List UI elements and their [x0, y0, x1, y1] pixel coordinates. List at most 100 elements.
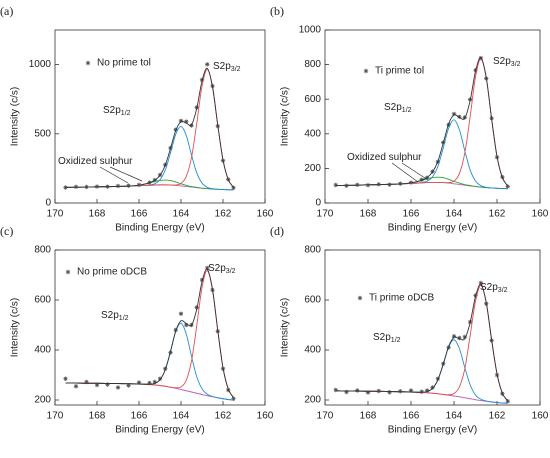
panel-label: (d) — [270, 224, 284, 238]
annotation-subscript: 1/2 — [391, 337, 401, 344]
data-point — [231, 396, 236, 401]
y-tick-label: 1000 — [29, 59, 52, 70]
annotation-text: S2p — [480, 282, 498, 293]
y-tick-label: 400 — [304, 128, 321, 139]
annotation-subscript: 1/2 — [121, 110, 131, 117]
x-tick-label: 170 — [47, 411, 64, 422]
x-axis-label: Binding Energy (eV) — [388, 425, 478, 436]
y-tick-label: 0 — [45, 198, 51, 209]
x-tick-label: 166 — [403, 209, 420, 220]
fit-curve — [65, 270, 234, 398]
annotation: Oxidized sulphur — [347, 152, 422, 163]
plot-frame — [324, 29, 541, 204]
x-tick-label: 168 — [89, 411, 106, 422]
y-axis-label: Intensity (c/s) — [280, 298, 291, 357]
y-tick-label: 800 — [34, 245, 51, 256]
data-point — [205, 265, 210, 271]
legend-marker — [357, 295, 363, 301]
annotation: S2p1/2 — [103, 105, 131, 117]
y-tick-label: 400 — [34, 345, 51, 356]
annotation: S2p3/2 — [480, 282, 508, 294]
y-tick-label: 800 — [304, 59, 321, 70]
x-tick-label: 160 — [532, 209, 549, 220]
data-point — [152, 379, 157, 385]
annotation-text: S2p — [384, 102, 402, 113]
x-axis-label: Binding Energy (eV) — [115, 425, 205, 436]
y-tick-label: 600 — [304, 295, 321, 306]
data-point — [147, 380, 152, 386]
y-tick-label: 600 — [304, 94, 321, 105]
annotation-text: S2p — [213, 61, 231, 72]
data-point — [333, 387, 338, 393]
annotation-text: S2p — [493, 56, 511, 67]
legend-label: Ti prime tol — [375, 66, 424, 77]
x-axis-label: Binding Energy (eV) — [115, 223, 205, 234]
data-point — [387, 390, 392, 395]
data-point — [424, 388, 430, 393]
data-point — [430, 385, 435, 390]
annotation: S2p1/2 — [384, 102, 412, 114]
x-tick-label: 168 — [360, 411, 377, 422]
data-point — [94, 382, 100, 388]
annotation-arrow — [99, 166, 129, 184]
y-tick-label: 200 — [304, 395, 321, 406]
x-tick-label: 160 — [532, 411, 549, 422]
y-tick-label: 800 — [304, 245, 321, 256]
fit-curve — [335, 283, 509, 402]
annotation-text: S2p — [373, 332, 391, 343]
x-tick-label: 170 — [317, 209, 334, 220]
annotation-text: S2p — [101, 310, 119, 321]
y-axis-label: Intensity (c/s) — [10, 87, 21, 146]
x-tick-label: 160 — [257, 411, 274, 422]
annotation: S2p1/2 — [373, 332, 401, 344]
data-point — [408, 388, 414, 393]
legend-label: No prime tol — [97, 58, 151, 69]
y-tick-label: 400 — [304, 345, 321, 356]
data-point — [451, 334, 457, 339]
annotation-arrow — [401, 162, 429, 181]
data-point — [231, 185, 236, 190]
data-point — [63, 185, 68, 190]
x-tick-label: 166 — [131, 411, 148, 422]
fit-curve — [65, 67, 234, 188]
x-tick-label: 162 — [215, 411, 232, 422]
data-point — [184, 322, 189, 328]
x-tick-label: 162 — [215, 209, 232, 220]
annotation-text: S2p — [208, 263, 226, 274]
annotation-subscript: 1/2 — [402, 107, 412, 114]
data-point — [115, 385, 121, 390]
panel-label: (c) — [0, 224, 13, 238]
x-tick-label: 164 — [446, 411, 463, 422]
data-point — [136, 380, 142, 385]
y-tick-label: 200 — [304, 163, 321, 174]
data-point — [505, 399, 510, 404]
plot-frame — [54, 249, 266, 406]
data-point — [457, 114, 462, 120]
data-point — [451, 111, 457, 117]
fit-curve — [65, 69, 234, 188]
y-tick-label: 500 — [34, 128, 51, 139]
annotation: S2p3/2 — [493, 56, 521, 68]
y-axis-label: Intensity (c/s) — [280, 87, 291, 146]
x-tick-label: 162 — [489, 209, 506, 220]
annotation-arrow — [391, 162, 419, 183]
x-tick-label: 162 — [489, 411, 506, 422]
x-tick-label: 164 — [173, 209, 190, 220]
fit-curve — [65, 382, 234, 401]
data-point — [505, 184, 510, 189]
data-point — [365, 390, 371, 395]
data-point — [419, 389, 424, 394]
annotation: S2p3/2 — [208, 263, 236, 275]
data-point — [63, 376, 68, 381]
annotation-text: Oxidized sulphur — [58, 156, 133, 167]
plot-frame — [324, 249, 541, 406]
data-point — [205, 62, 210, 67]
x-tick-label: 166 — [131, 209, 148, 220]
plot-frame — [54, 29, 266, 204]
data-point — [333, 182, 338, 188]
annotation: Oxidized sulphur — [58, 156, 133, 167]
annotation: S2p3/2 — [213, 61, 241, 73]
data-point — [462, 334, 467, 340]
